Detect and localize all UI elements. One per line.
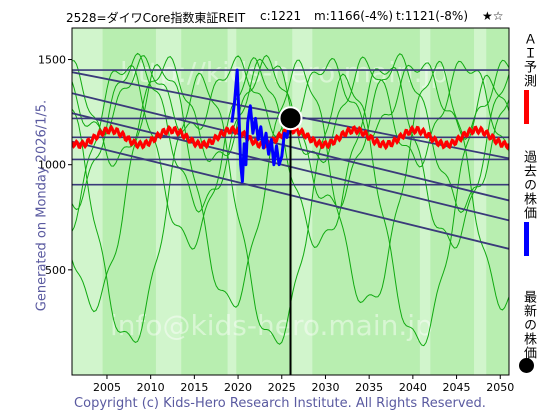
x-tick-label-2050: 2050 — [486, 381, 514, 394]
header-current: c:1221 — [260, 9, 302, 23]
x-tick-label-2005: 2005 — [93, 381, 121, 394]
y-tick-label-1500: 1500 — [38, 54, 66, 67]
light-band-2 — [227, 28, 237, 375]
watermark-email: info@kids-hero.main.jp — [110, 309, 433, 342]
y-axis-ticks: 500 1000 1500 — [38, 54, 72, 277]
header-code-name: 2528=ダイワCore指数東証REIT — [66, 11, 246, 25]
light-band-5 — [474, 28, 487, 375]
x-tick-label-2025: 2025 — [268, 381, 296, 394]
legend-ai-forecast-swatch — [524, 90, 529, 124]
plot-frame — [71, 27, 510, 376]
legend-past-price-swatch — [524, 222, 529, 256]
legend-latest-price-swatch — [519, 358, 534, 373]
x-tick-label-2010: 2010 — [137, 381, 165, 394]
x-tick-label-2045: 2045 — [443, 381, 471, 394]
x-tick-label-2040: 2040 — [399, 381, 427, 394]
y-tick-label-1000: 1000 — [38, 159, 66, 172]
x-tick-label-2015: 2015 — [180, 381, 208, 394]
header-medium: m:1166(-4%) — [314, 9, 394, 23]
envelope-line-2 — [72, 59, 509, 313]
watermark-url: http://kids-hero.main.jp — [120, 56, 448, 89]
latest-price-dot — [278, 106, 303, 131]
light-band-4 — [419, 28, 431, 375]
envelope-line-4 — [72, 54, 509, 168]
x-tick-label-2035: 2035 — [355, 381, 383, 394]
copyright-footer: Copyright (c) Kids-Hero Research Institu… — [74, 396, 486, 411]
legend-past-price-label: 過去の株価 — [521, 150, 536, 220]
light-band-0 — [72, 28, 103, 375]
watermark-layer: http://kids-hero.main.jp info@kids-hero.… — [110, 56, 448, 342]
latest-price-marker — [278, 106, 303, 375]
past-price-line — [230, 68, 292, 183]
generated-date: Generated on Monday 2026/1/5. — [34, 99, 50, 312]
legend-latest-price-label: 最新の株価 — [521, 290, 536, 360]
x-axis-ticks: 2005 2010 2015 2020 2025 2030 2035 2040 2045 2050 — [93, 375, 514, 394]
x-tick-label-2030: 2030 — [311, 381, 339, 394]
y-tick-label-500: 500 — [45, 264, 66, 277]
x-tick-label-2020: 2020 — [224, 381, 252, 394]
past-price-series — [230, 68, 292, 183]
header-target: t:1121(-8%) — [396, 9, 469, 23]
legend-ai-forecast-label: ＡＩ予測 — [521, 32, 536, 88]
header-stars: ★☆ — [482, 9, 504, 23]
